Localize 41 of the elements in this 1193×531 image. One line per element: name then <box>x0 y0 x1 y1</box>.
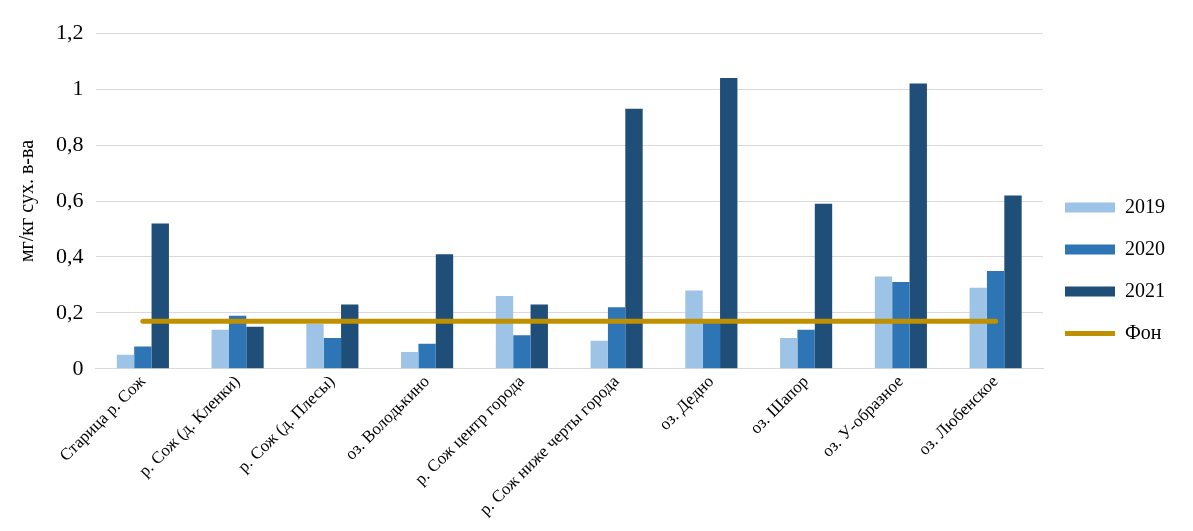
bar <box>151 223 169 369</box>
bar <box>134 346 152 369</box>
bar <box>530 304 548 369</box>
bar <box>892 282 910 369</box>
bar <box>246 326 264 369</box>
bar <box>590 340 608 369</box>
legend-label: 2019 <box>1125 194 1165 217</box>
bar <box>513 335 531 369</box>
y-tick-label: 1,2 <box>56 18 84 44</box>
y-tick-label: 0 <box>72 354 84 380</box>
bar <box>625 108 643 369</box>
bar <box>969 287 987 369</box>
bar <box>1004 195 1022 369</box>
bar <box>323 338 342 369</box>
legend-label: 2020 <box>1125 236 1165 259</box>
y-axis-title: мг/кг сух. в-ва <box>15 139 39 263</box>
bar <box>986 270 1005 369</box>
bar <box>435 254 454 369</box>
bar <box>909 83 927 369</box>
bar <box>797 329 815 369</box>
bar <box>874 276 893 369</box>
legend-label: 2021 <box>1125 278 1165 301</box>
bar <box>306 324 324 369</box>
legend-label: Фон <box>1125 320 1162 343</box>
y-tick-label: 0,8 <box>56 130 84 156</box>
bar <box>780 338 798 369</box>
bar <box>341 304 359 369</box>
y-tick-label: 0,2 <box>56 298 84 324</box>
bar <box>814 203 833 369</box>
bar <box>607 307 626 369</box>
y-tick-label: 1 <box>72 74 84 100</box>
bar <box>702 321 721 369</box>
bar <box>418 343 436 369</box>
y-tick-label: 0,4 <box>56 242 84 268</box>
bar <box>401 352 419 369</box>
bar <box>211 329 229 369</box>
y-tick-label: 0,6 <box>56 186 84 212</box>
bar <box>685 290 703 369</box>
bar <box>116 354 135 369</box>
bar <box>720 77 738 369</box>
bar <box>495 296 514 369</box>
